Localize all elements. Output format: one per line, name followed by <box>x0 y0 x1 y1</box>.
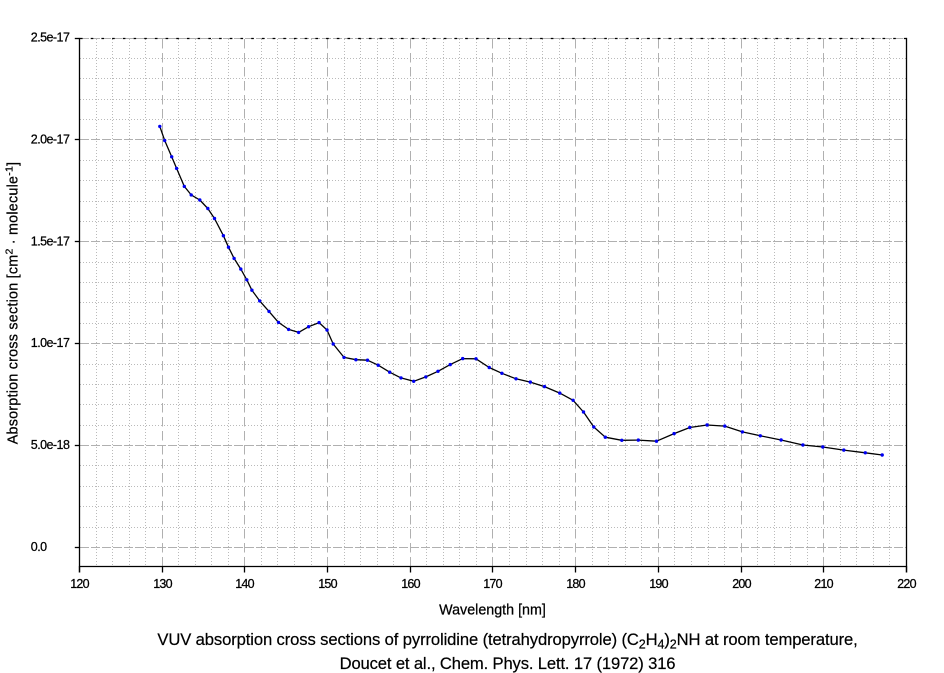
svg-text:140: 140 <box>235 577 254 591</box>
svg-text:200: 200 <box>732 577 751 591</box>
svg-text:VUV absorption cross sections: VUV absorption cross sections of pyrroli… <box>157 630 857 652</box>
svg-text:160: 160 <box>401 577 420 591</box>
svg-text:180: 180 <box>566 577 585 591</box>
svg-text:1.0e-17: 1.0e-17 <box>31 336 70 350</box>
svg-text:Wavelength [nm]: Wavelength [nm] <box>439 603 546 619</box>
svg-text:Doucet et al., Chem. Phys. Let: Doucet et al., Chem. Phys. Lett. 17 (197… <box>340 654 676 673</box>
svg-text:150: 150 <box>318 577 337 591</box>
svg-text:220: 220 <box>897 577 916 591</box>
svg-text:210: 210 <box>814 577 833 591</box>
svg-text:0.0: 0.0 <box>31 540 47 554</box>
svg-text:5.0e-18: 5.0e-18 <box>31 438 70 452</box>
svg-text:130: 130 <box>153 577 172 591</box>
svg-text:1.5e-17: 1.5e-17 <box>31 234 70 248</box>
svg-text:Absorption cross section [cm2: Absorption cross section [cm2 · molecule… <box>4 162 22 445</box>
svg-text:2.0e-17: 2.0e-17 <box>31 133 70 147</box>
svg-text:170: 170 <box>483 577 502 591</box>
svg-text:190: 190 <box>649 577 668 591</box>
svg-text:120: 120 <box>70 577 89 591</box>
svg-text:2.5e-17: 2.5e-17 <box>31 31 70 45</box>
